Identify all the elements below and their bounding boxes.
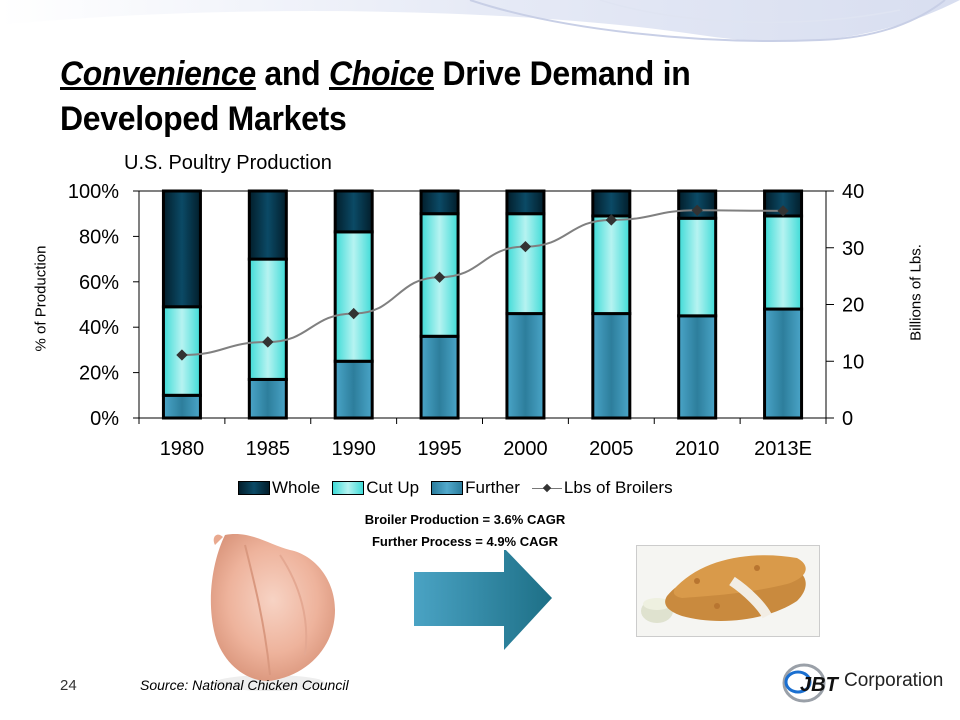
legend-item-cut-up: Cut Up — [332, 478, 419, 498]
logo-text: Corporation — [844, 670, 944, 691]
title-word-choice: Choice — [329, 55, 434, 93]
y-tick-label-right: 10 — [842, 351, 864, 373]
bar-further — [333, 359, 374, 420]
jbt-logo-mark-icon: JBT — [782, 663, 840, 703]
x-tick-label: 1995 — [417, 438, 462, 460]
y-tick-label-right: 0 — [842, 408, 853, 430]
bar-whole — [419, 189, 460, 216]
legend-swatch-further — [431, 481, 464, 495]
y-tick-label-left: 100% — [68, 181, 119, 203]
bar-whole — [161, 189, 202, 309]
x-tick-label: 1990 — [331, 438, 376, 460]
bar-cut-up — [763, 214, 804, 311]
bar-whole — [333, 189, 374, 234]
line-point-lbs-of-broilers — [262, 336, 274, 348]
line-point-lbs-of-broilers — [519, 240, 532, 253]
bar-further — [161, 393, 202, 420]
jbt-corporation-logo: JBT Corporation — [778, 658, 948, 708]
title-word-convenience: Convenience — [60, 55, 256, 93]
cagr-broiler-production: Broiler Production = 3.6% CAGR — [364, 512, 566, 527]
y-tick-label-left: 80% — [79, 226, 119, 248]
chart-title: U.S. Poultry Production — [124, 152, 332, 174]
bar-further — [247, 377, 288, 420]
bar-cut-up — [591, 214, 632, 316]
legend-item-further: Further — [431, 478, 520, 498]
line-point-lbs-of-broilers — [348, 307, 360, 320]
raw-whole-chicken-image — [210, 533, 335, 691]
slide-title: Convenience and Choice Drive Demand in D… — [60, 52, 691, 142]
bar-whole — [591, 189, 632, 218]
stacked-bar-chart: 0% 20% 40% 60% 80% 100% 0 10 20 30 40 1980 1985 1990 1… — [68, 181, 864, 460]
arrow-right-icon — [414, 550, 552, 650]
chart-legend: Whole Cut Up Further Lbs of Broilers — [238, 478, 679, 498]
y-tick-label-right: 40 — [842, 181, 864, 203]
x-tick-label: 2013E — [754, 438, 812, 460]
chicken-tenders-image — [636, 545, 820, 637]
line-lbs-of-broilers — [181, 209, 784, 357]
bar-further — [763, 307, 804, 420]
bar-further — [591, 312, 632, 420]
y-tick-label-right: 30 — [842, 238, 864, 260]
y-tick-label-left: 40% — [79, 317, 119, 339]
y-axis-title-left: % of Production — [32, 245, 50, 352]
bar-further — [419, 334, 460, 420]
legend-line-marker-icon — [531, 482, 562, 494]
bar-cut-up — [333, 230, 374, 363]
bar-cut-up — [505, 212, 546, 316]
bar-whole — [505, 189, 546, 216]
y-tick-label-left: 0% — [90, 408, 119, 430]
legend-swatch-cut-up — [332, 481, 365, 495]
bar-further — [505, 312, 546, 420]
cagr-further-process: Further Process = 4.9% CAGR — [371, 534, 559, 549]
legend-item-whole: Whole — [238, 478, 320, 498]
header-swoosh-decoration — [0, 0, 960, 42]
bar-cut-up — [247, 257, 288, 381]
title-line-2: Developed Markets — [60, 100, 347, 138]
x-tick-label: 2000 — [503, 438, 548, 460]
y-tick-label-right: 20 — [842, 295, 864, 317]
legend-item-lbs-of-broilers: Lbs of Broilers — [531, 478, 673, 498]
legend-swatch-whole — [238, 481, 270, 495]
svg-text:JBT: JBT — [800, 674, 840, 696]
bar-whole — [247, 189, 288, 261]
x-tick-label: 1985 — [246, 438, 291, 460]
y-tick-label-left: 60% — [79, 272, 119, 294]
line-point-lbs-of-broilers — [176, 349, 188, 361]
page-number: 24 — [60, 677, 77, 694]
bar-cut-up — [677, 216, 718, 318]
y-tick-label-left: 20% — [79, 363, 119, 385]
x-tick-label: 2005 — [589, 438, 634, 460]
x-tick-label: 1980 — [160, 438, 205, 460]
source-citation: Source: National Chicken Council — [140, 677, 349, 693]
y-axis-title-right: Billions of Lbs. — [907, 244, 925, 341]
x-tick-label: 2010 — [675, 438, 720, 460]
bar-further — [677, 314, 718, 420]
